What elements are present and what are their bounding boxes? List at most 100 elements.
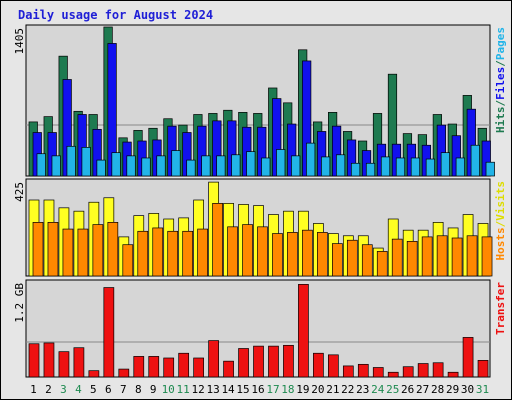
bar-pages-day-28	[440, 152, 450, 177]
bar-transfer-day-21	[328, 354, 339, 378]
bar-pages-day-13	[216, 155, 226, 177]
bar-transfer-day-18	[283, 344, 294, 378]
bar-transfer-day-3	[58, 351, 70, 378]
bar-hosts-day-14	[227, 226, 238, 277]
bar-pages-day-16	[261, 157, 271, 177]
bar-transfer-day-2	[43, 342, 55, 378]
day-label: 9	[150, 383, 157, 396]
bar-transfer-day-25	[387, 371, 399, 378]
bar-pages-day-21	[336, 154, 346, 177]
day-label: 2	[45, 383, 52, 396]
bar-pages-day-24	[380, 156, 391, 177]
side-label-hits-files-pages: Hits/Files/Pages	[494, 27, 507, 133]
bar-transfer-day-1	[28, 343, 40, 378]
bar-hosts-day-2	[47, 222, 59, 277]
bar-transfer-day-10	[163, 357, 175, 378]
day-label: 31	[476, 383, 489, 396]
bar-hosts-day-17	[272, 233, 283, 277]
bar-pages-day-1	[36, 153, 46, 177]
day-label: 12	[192, 383, 205, 396]
bar-pages-day-7	[126, 155, 136, 177]
bar-hosts-day-15	[242, 224, 253, 277]
bar-pages-day-26	[410, 157, 421, 177]
day-label: 29	[446, 383, 459, 396]
bar-hosts-day-11	[182, 230, 194, 277]
bar-pages-day-14	[231, 154, 241, 177]
bar-pages-day-30	[470, 144, 480, 177]
day-label: 14	[221, 383, 235, 396]
side-label-part: Transfer	[494, 282, 507, 335]
bar-pages-day-29	[455, 157, 465, 177]
bar-transfer-day-15	[238, 348, 249, 378]
day-label: 10	[162, 383, 175, 396]
side-label-part: Visits	[494, 181, 507, 221]
day-label: 17	[266, 383, 279, 396]
bar-pages-day-18	[291, 155, 301, 177]
bar-pages-day-23	[365, 162, 376, 177]
bar-transfer-day-29	[447, 371, 459, 378]
bar-hosts-day-5	[92, 224, 104, 277]
bar-pages-day-3	[66, 145, 76, 177]
bar-pages-day-15	[246, 151, 256, 177]
bar-pages-day-17	[276, 149, 286, 177]
max-label-transfer: 1.2 GB	[13, 283, 26, 323]
bar-transfer-day-16	[253, 345, 264, 378]
day-label: 6	[105, 383, 112, 396]
bar-hosts-day-19	[302, 229, 313, 277]
chart-title: Daily usage for August 2024	[18, 8, 214, 22]
bar-hosts-day-12	[197, 228, 208, 277]
bar-transfer-day-4	[73, 347, 85, 378]
bar-hosts-day-9	[152, 227, 164, 277]
bar-transfer-day-11	[178, 352, 190, 378]
day-label: 22	[341, 383, 354, 396]
bar-hosts-day-25	[391, 238, 403, 277]
bar-pages-day-12	[201, 155, 211, 177]
bar-hosts-day-26	[406, 241, 418, 277]
bar-hosts-day-30	[466, 235, 478, 277]
bar-transfer-day-12	[193, 357, 204, 378]
bar-hosts-day-28	[436, 235, 448, 277]
bar-transfer-day-28	[432, 362, 444, 378]
bar-hosts-day-20	[317, 232, 328, 277]
side-label-part: /	[494, 220, 507, 227]
side-label-part: Files	[494, 67, 507, 100]
bar-pages-day-25	[395, 157, 406, 177]
bar-transfer-day-6	[103, 287, 115, 378]
bar-pages-day-10	[171, 150, 181, 177]
day-label: 5	[90, 383, 97, 396]
bar-hosts-day-24	[376, 251, 388, 277]
bar-pages-day-4	[81, 147, 91, 177]
max-label-hits-files-pages: 1405	[13, 28, 26, 55]
bar-transfer-day-13	[208, 340, 219, 378]
bar-transfer-day-31	[477, 360, 489, 378]
side-label-part: /	[494, 60, 507, 67]
day-label: 7	[120, 383, 127, 396]
day-label: 3	[60, 383, 67, 396]
bar-hosts-day-8	[137, 230, 149, 277]
day-label: 18	[281, 383, 294, 396]
bar-transfer-day-22	[342, 365, 354, 378]
day-label: 11	[177, 383, 190, 396]
bar-hosts-day-13	[212, 203, 223, 277]
side-label-part: Hosts	[494, 227, 507, 260]
day-label: 27	[416, 383, 429, 396]
day-label: 19	[296, 383, 309, 396]
side-label-transfer: Transfer	[494, 282, 507, 335]
bar-transfer-day-7	[118, 368, 130, 378]
bar-hosts-day-22	[346, 239, 358, 277]
bar-hosts-day-10	[167, 230, 179, 277]
day-label: 13	[206, 383, 219, 396]
bar-hosts-day-6	[107, 222, 119, 277]
bar-hosts-day-27	[421, 236, 433, 277]
bar-pages-day-11	[186, 159, 196, 177]
bar-transfer-day-27	[417, 363, 429, 378]
bar-transfer-day-8	[133, 356, 145, 378]
day-label: 21	[326, 383, 339, 396]
bar-hosts-day-31	[481, 236, 493, 277]
bar-transfer-day-23	[357, 363, 369, 378]
bar-hosts-day-16	[257, 226, 268, 277]
day-label: 30	[461, 383, 474, 396]
bar-pages-day-8	[141, 157, 151, 177]
bar-pages-day-2	[51, 155, 61, 177]
